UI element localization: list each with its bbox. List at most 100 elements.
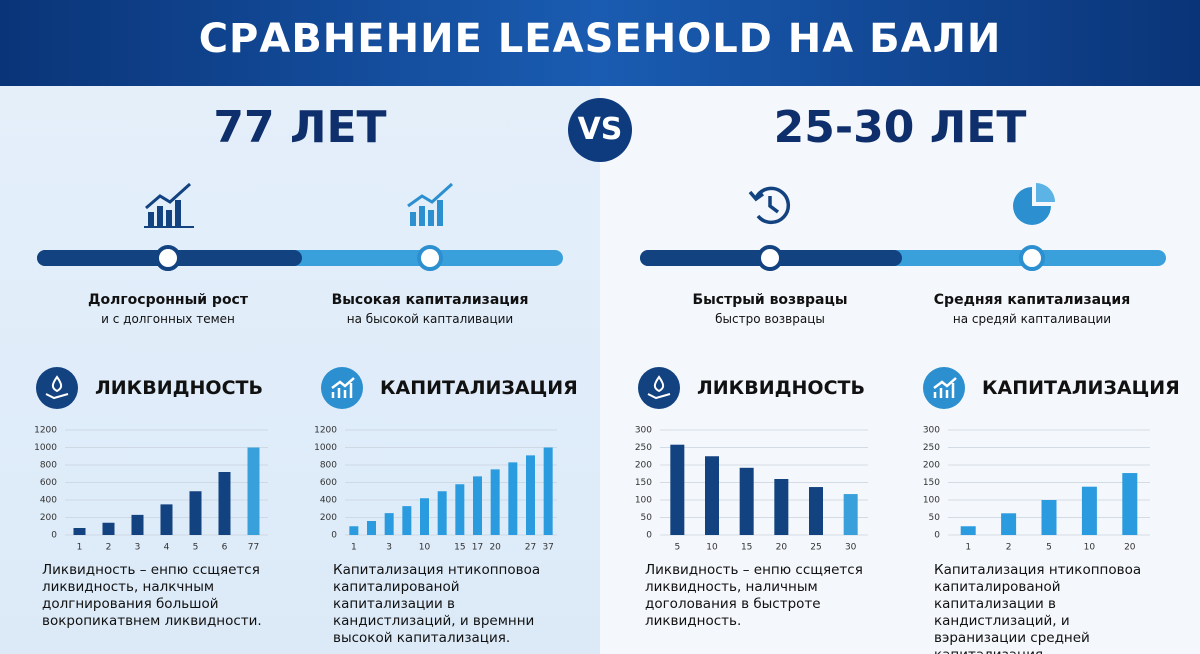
x-tick-label: 2 [106, 543, 112, 553]
bar [455, 484, 465, 535]
bar [739, 467, 754, 535]
chart-icon [331, 377, 355, 398]
x-tick-label: 27 [525, 543, 536, 553]
y-tick-label: 1000 [314, 443, 337, 453]
bar [960, 526, 976, 535]
bar [670, 444, 685, 535]
item-title: Долгосронный рост [88, 292, 248, 308]
item-title: Быстрый возврацы [692, 292, 848, 308]
bar [1001, 513, 1017, 535]
y-tick-label: 150 [635, 478, 652, 488]
chart-icon [45, 375, 69, 400]
pie-icon [1013, 183, 1055, 225]
x-tick-label: 4 [164, 543, 170, 553]
chart-title: ЛИКВИДНОСТЬ [697, 377, 865, 399]
y-tick-label: 300 [923, 426, 940, 436]
y-tick-label: 400 [40, 496, 57, 506]
x-tick-label: 20 [1124, 543, 1136, 553]
x-tick-label: 15 [454, 543, 465, 553]
bar [218, 472, 231, 535]
x-tick-label: 10 [706, 543, 718, 553]
y-tick-label: 300 [635, 426, 652, 436]
x-tick-label: 30 [845, 543, 857, 553]
term-left: 77 ЛЕТ [213, 102, 387, 153]
x-tick-label: 17 [472, 543, 483, 553]
x-tick-label: 1 [77, 543, 83, 553]
bar [705, 456, 719, 535]
bar [843, 494, 858, 535]
y-tick-label: 250 [923, 443, 940, 453]
y-tick-label: 100 [635, 496, 652, 506]
x-tick-label: 3 [135, 543, 141, 553]
bar [349, 526, 359, 535]
x-tick-label: 37 [542, 543, 553, 553]
bar [1041, 500, 1057, 535]
x-tick-label: 1 [965, 543, 971, 553]
y-tick-label: 400 [320, 496, 337, 506]
chart-icon [321, 367, 363, 409]
x-tick-label: 5 [193, 543, 199, 553]
x-tick-label: 2 [1006, 543, 1012, 553]
x-tick-label: 15 [741, 543, 752, 553]
x-tick-label: 10 [1084, 543, 1096, 553]
bar [367, 521, 376, 535]
timeline-dots [155, 245, 1045, 271]
y-tick-label: 0 [51, 531, 57, 541]
bar [526, 455, 535, 535]
bar [131, 514, 144, 535]
y-tick-label: 50 [929, 513, 941, 523]
chart-caption: Капитализация нтикопповоа капиталировано… [934, 562, 1142, 654]
bar [102, 522, 115, 535]
bar [809, 487, 823, 535]
chart-icon [933, 377, 957, 398]
item-title: Высокая капитализация [331, 292, 529, 308]
y-tick-label: 800 [320, 461, 337, 471]
bar [1122, 473, 1138, 535]
y-tick-label: 0 [934, 531, 940, 541]
chart-title: ЛИКВИДНОСТЬ [95, 377, 263, 399]
chart-icon [36, 367, 78, 409]
x-tick-label: 6 [222, 543, 228, 553]
bar [490, 469, 500, 535]
y-tick-label: 0 [331, 531, 337, 541]
bar [473, 476, 482, 535]
x-tick-label: 25 [810, 543, 821, 553]
y-tick-label: 250 [635, 443, 652, 453]
bar [189, 491, 202, 535]
chart-icon [647, 375, 671, 400]
chart-title: КАПИТАЛИЗАЦИЯ [982, 377, 1180, 399]
chart-icon [923, 367, 965, 409]
clock-icon [748, 186, 790, 225]
x-tick-label: 5 [674, 543, 680, 553]
x-tick-label: 5 [1046, 543, 1052, 553]
y-tick-label: 200 [635, 461, 652, 471]
y-tick-label: 1000 [34, 443, 57, 453]
chart-caption: Ликвидность – енпю ссщяется ликвидность,… [42, 562, 262, 629]
y-tick-label: 100 [923, 496, 940, 506]
item-sub: на бысокой капталивации [346, 312, 514, 326]
item-sub: на средяй капталивации [952, 312, 1112, 326]
y-tick-label: 200 [923, 461, 940, 471]
chart-caption: Ликвидность – енпю ссщяется ликвидность,… [645, 562, 863, 629]
growth-icon [144, 182, 194, 228]
bar [420, 498, 429, 535]
y-tick-label: 200 [40, 513, 57, 523]
vs-badge: VS [568, 98, 632, 162]
y-tick-label: 0 [646, 531, 652, 541]
y-tick-label: 800 [40, 461, 57, 471]
y-tick-label: 50 [641, 513, 653, 523]
y-tick-label: 200 [320, 513, 337, 523]
timeline-item: Быстрый возврацы быстро возврацы [640, 292, 900, 326]
bar [774, 479, 789, 535]
bar [508, 462, 518, 535]
x-tick-label: 20 [776, 543, 788, 553]
chart-caption: Капитализация нтикопповоа капиталировано… [333, 562, 541, 646]
page-title: СРАВНЕНИЕ LEASEHOLD НА БАЛИ [198, 16, 1002, 62]
bar [384, 513, 394, 535]
item-title: Средняя капитализация [933, 292, 1131, 308]
left-panel [0, 86, 600, 654]
term-right: 25-30 ЛЕТ [773, 102, 1027, 153]
bar [437, 491, 447, 535]
x-tick-label: 20 [489, 543, 501, 553]
